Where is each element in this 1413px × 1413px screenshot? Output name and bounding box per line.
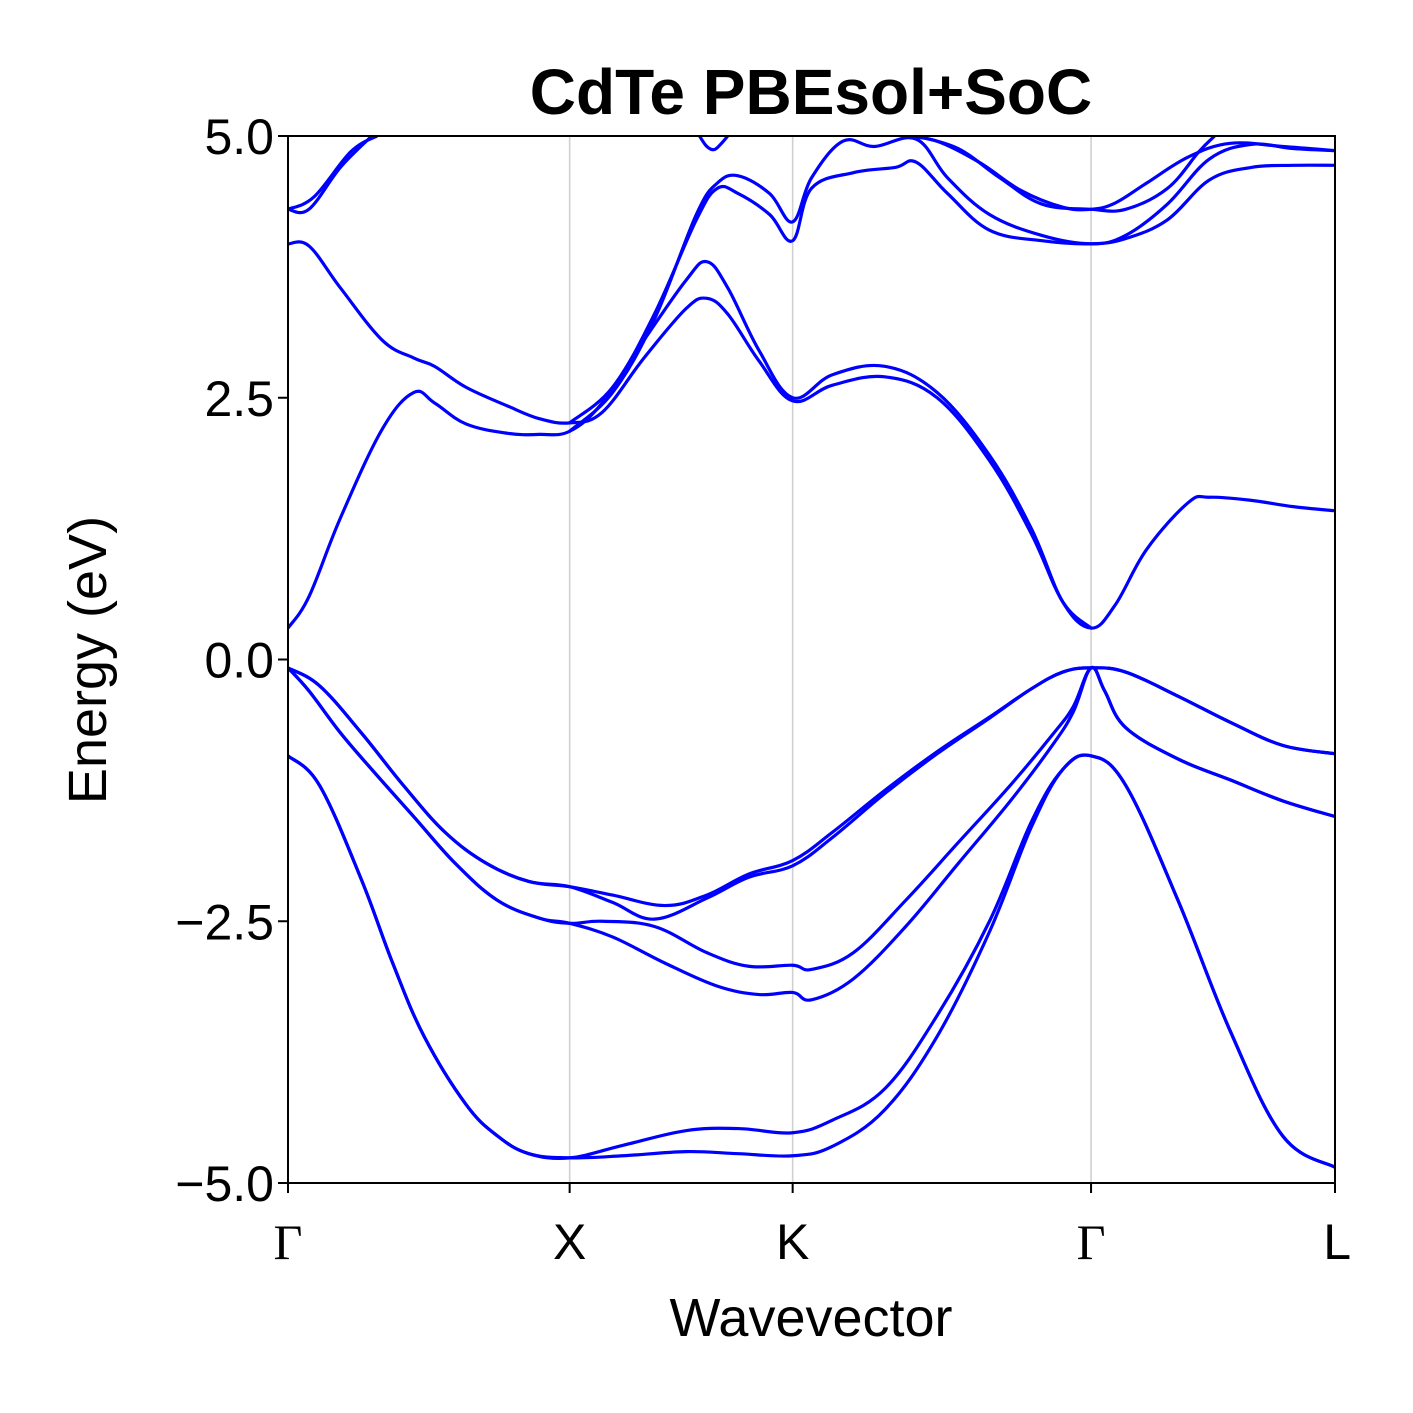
y-axis-ticks: −5.0 −2.5 0.0 2.5 5.0: [175, 109, 288, 1212]
band-line-7: [288, 259, 1335, 630]
band-line-12: [568, 136, 1335, 433]
band-line-9: [288, 136, 374, 215]
y-axis-label: Energy (eV): [58, 516, 118, 804]
band-line-4: [288, 665, 1335, 1002]
kpoint-label: X: [553, 1214, 586, 1270]
band-line-15: [914, 136, 1217, 213]
band-line-1: [288, 753, 1335, 1169]
kpoint-gridlines: [568, 136, 1092, 1183]
kpoint-label: L: [1323, 1214, 1351, 1270]
x-axis-label: Wavevector: [669, 1288, 952, 1348]
band-line-10: [288, 136, 379, 211]
band-line-3: [288, 666, 1335, 972]
kpoint-label: Γ: [274, 1214, 303, 1270]
band-line-5: [288, 666, 1335, 908]
band-line-8: [288, 240, 1093, 630]
kpoint-label: Γ: [1077, 1214, 1106, 1270]
kpoint-label: K: [776, 1214, 809, 1270]
plot-frame: [287, 135, 1336, 1184]
y-tick-label: 5.0: [204, 109, 274, 165]
chart-title: CdTe PBEsol+SoC: [530, 56, 1092, 128]
band-line-13: [697, 136, 730, 152]
band-line-2: [288, 753, 1335, 1169]
y-tick-label: 2.5: [204, 371, 274, 427]
band-lines: [288, 136, 1335, 1169]
band-line-6: [288, 666, 1335, 921]
y-tick-label: −2.5: [175, 894, 274, 950]
band-line-11: [568, 159, 1335, 425]
y-tick-label: 0.0: [204, 633, 274, 689]
y-tick-label: −5.0: [175, 1156, 274, 1212]
